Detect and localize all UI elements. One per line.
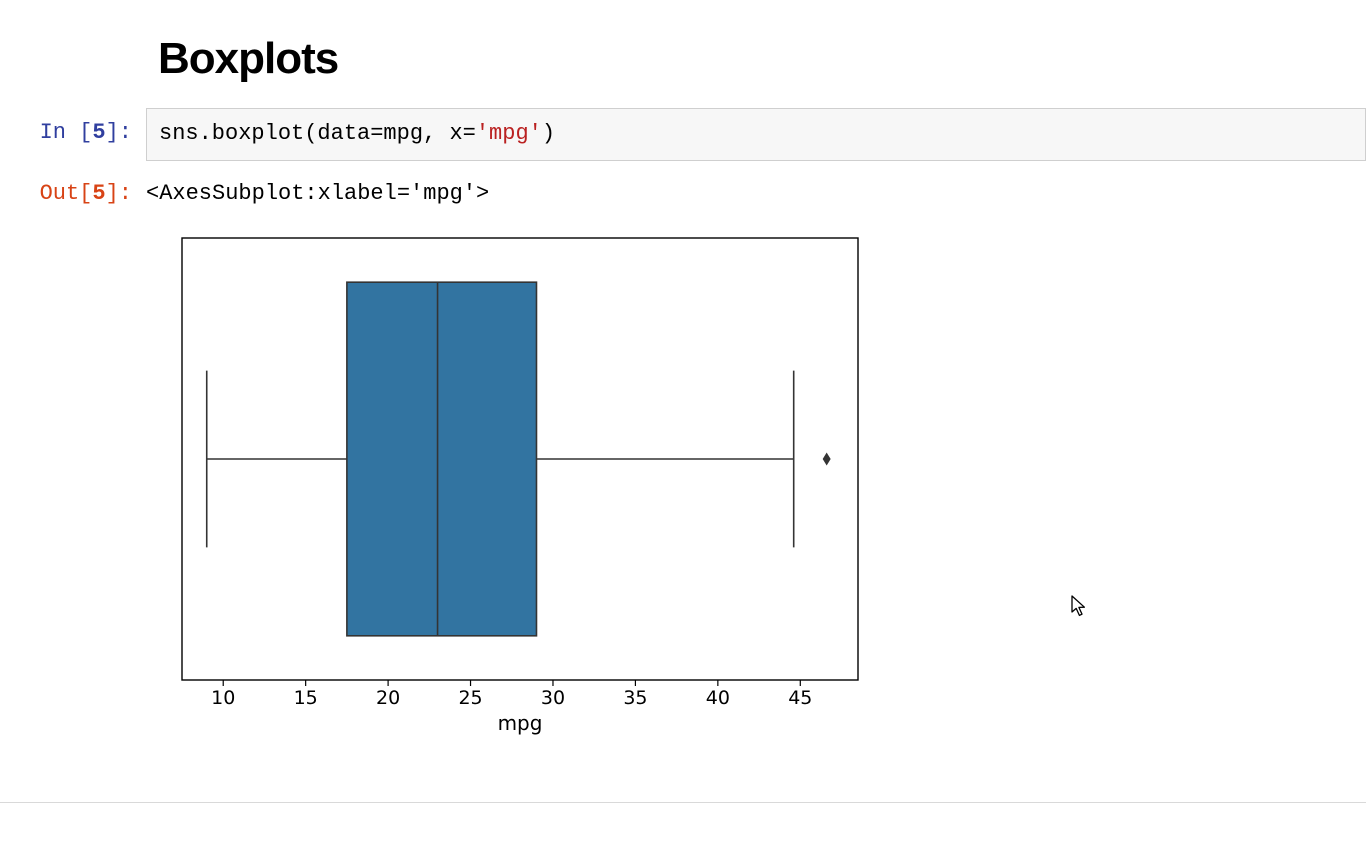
output-cell-row: Out[5]: <AxesSubplot:xlabel='mpg'>	[0, 169, 1366, 210]
boxplot-figure: 10 15 20 25 30 35 40 45 mpg	[146, 228, 880, 758]
separator-line	[0, 802, 1366, 803]
svg-text:15: 15	[294, 687, 318, 709]
input-prompt-num: 5	[92, 120, 105, 145]
svg-text:25: 25	[458, 687, 482, 709]
svg-text:20: 20	[376, 687, 400, 709]
plot-spacer	[0, 228, 146, 758]
code-segment-pre: sns.boxplot(data=mpg, x=	[159, 121, 476, 146]
boxplot-svg: 10 15 20 25 30 35 40 45 mpg	[160, 228, 880, 758]
page-title: Boxplots	[158, 34, 1366, 84]
input-prompt-prefix: In [	[40, 120, 93, 145]
svg-text:10: 10	[211, 687, 235, 709]
output-prompt-suffix: ]:	[106, 181, 132, 206]
svg-text:40: 40	[706, 687, 730, 709]
output-prompt: Out[5]:	[0, 169, 146, 210]
output-prompt-prefix: Out[	[40, 181, 93, 206]
code-cell[interactable]: sns.boxplot(data=mpg, x='mpg')	[146, 108, 1366, 161]
code-segment-str: 'mpg'	[476, 121, 542, 146]
input-prompt: In [5]:	[0, 108, 146, 149]
plot-row: 10 15 20 25 30 35 40 45 mpg	[0, 228, 1366, 758]
output-text: <AxesSubplot:xlabel='mpg'>	[146, 169, 489, 210]
output-prompt-num: 5	[92, 181, 105, 206]
svg-text:30: 30	[541, 687, 565, 709]
svg-text:45: 45	[788, 687, 812, 709]
input-cell-row: In [5]: sns.boxplot(data=mpg, x='mpg')	[0, 108, 1366, 161]
code-segment-post: )	[542, 121, 555, 146]
svg-text:mpg: mpg	[498, 711, 543, 735]
input-prompt-suffix: ]:	[106, 120, 132, 145]
svg-text:35: 35	[623, 687, 647, 709]
